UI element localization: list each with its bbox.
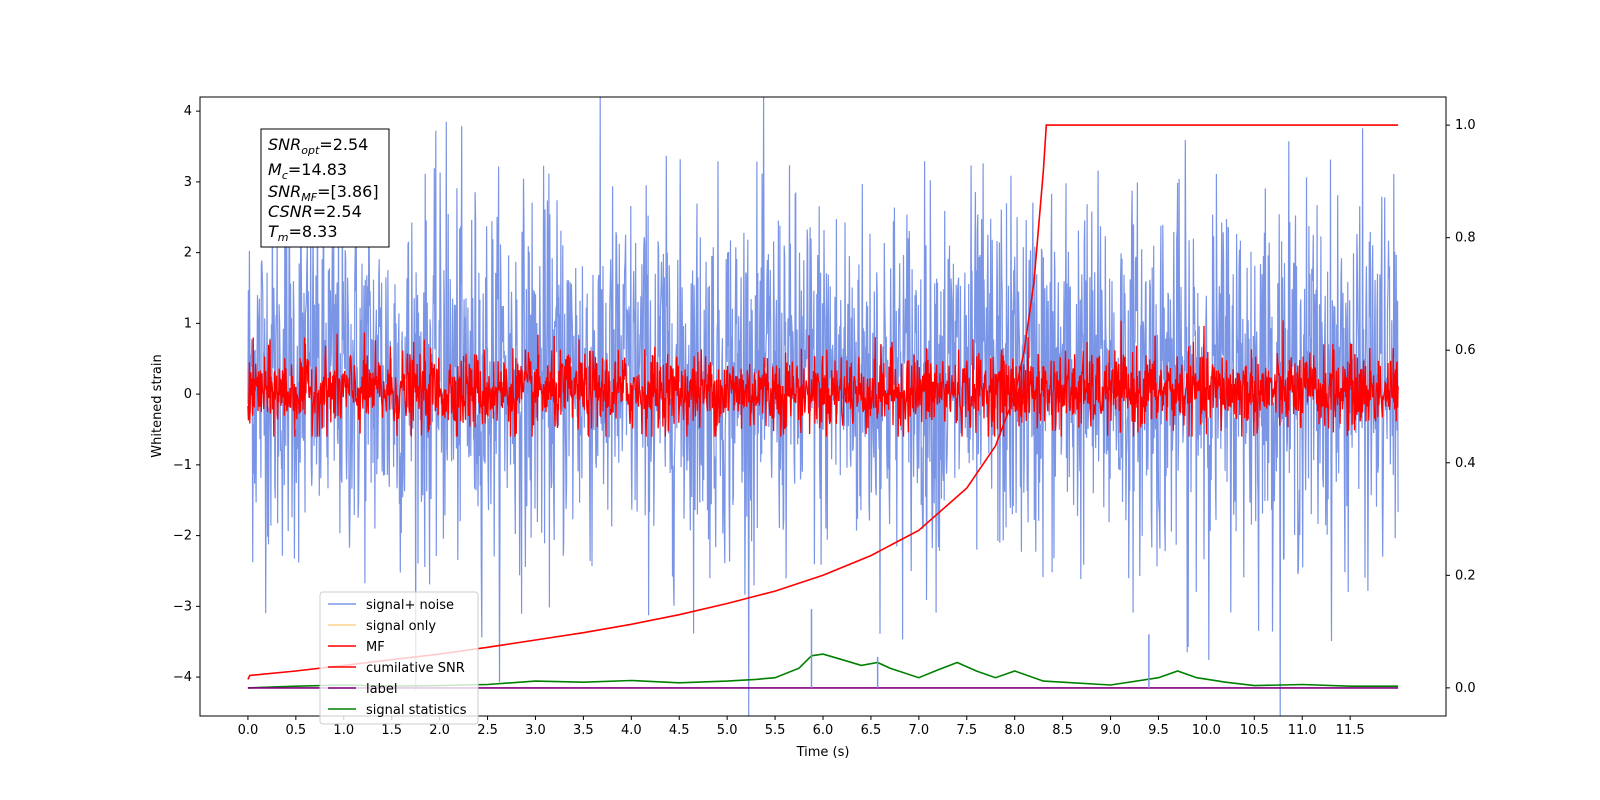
legend-label-signal-noise: signal+ noise (366, 598, 454, 613)
x-tick-label: 11.0 (1288, 723, 1317, 738)
x-tick-label: 8.0 (1004, 723, 1025, 738)
y2-tick-label: 0.2 (1455, 568, 1476, 583)
x-tick-label: 4.0 (621, 723, 642, 738)
y-axis-title: Whitened strain (150, 354, 165, 457)
y2-tick-label: 0.4 (1455, 456, 1476, 471)
y2-tick-label: 1.0 (1455, 118, 1476, 133)
x-tick-label: 5.5 (765, 723, 786, 738)
x-tick-label: 3.5 (573, 723, 594, 738)
y2-tick-label: 0.8 (1455, 231, 1476, 246)
y2-tick-label: 0.0 (1455, 681, 1476, 696)
x-axis-ticks: 0.0 0.5 1.0 1.5 2.0 2.5 3.0 3.5 4.0 4.5 5.0 5.5 6.0 6… (238, 716, 1365, 738)
x-tick-label: 3.0 (525, 723, 546, 738)
legend-label-mf: MF (366, 640, 385, 655)
x-tick-label: 6.0 (813, 723, 834, 738)
x-tick-label: 9.5 (1148, 723, 1169, 738)
x-tick-label: 1.0 (333, 723, 354, 738)
legend-frame (319, 591, 479, 725)
x-tick-label: 6.5 (861, 723, 882, 738)
x-tick-label: 1.5 (381, 723, 402, 738)
legend-label-signal-statistics: signal statistics (366, 703, 467, 718)
y-tick-label: −1 (173, 458, 192, 473)
y-tick-label: 0 (184, 387, 192, 402)
y-tick-label: 4 (184, 104, 192, 119)
x-tick-label: 0.5 (286, 723, 307, 738)
y-tick-label: −4 (173, 670, 192, 685)
mf-line (247, 320, 1399, 437)
mf-series (247, 320, 1399, 437)
x-tick-label: 2.0 (429, 723, 450, 738)
x-tick-label: 7.5 (956, 723, 977, 738)
x-tick-label: 11.5 (1336, 723, 1365, 738)
x-axis-title: Time (s) (796, 745, 850, 760)
y-tick-label: 2 (184, 246, 192, 261)
y2-axis-ticks: 1.0 0.8 0.6 0.4 0.2 0.0 (1446, 118, 1476, 696)
x-tick-label: 4.5 (669, 723, 690, 738)
y2-tick-label: 0.6 (1455, 343, 1476, 358)
info-box: SNRopt=2.54 Mc=14.83 SNRMF=[3.86] CSNR=2… (260, 128, 390, 248)
x-tick-label: 0.0 (238, 723, 259, 738)
info-snr-mf: SNRMF=[3.86] (268, 182, 379, 204)
y-tick-label: −3 (173, 599, 192, 614)
x-tick-label: 7.0 (909, 723, 930, 738)
info-snr-opt: SNRopt=2.54 (268, 135, 368, 157)
y-axis-ticks: 4 3 2 1 0 −1 −2 −3 −4 (173, 104, 200, 685)
y-tick-label: −2 (173, 529, 192, 544)
x-tick-label: 10.0 (1192, 723, 1221, 738)
x-tick-label: 2.5 (477, 723, 498, 738)
x-tick-label: 8.5 (1052, 723, 1073, 738)
legend-label-label: label (366, 682, 397, 697)
info-csnr: CSNR=2.54 (268, 202, 362, 221)
x-tick-label: 5.0 (717, 723, 738, 738)
x-tick-label: 9.0 (1100, 723, 1121, 738)
legend-label-cumulative-snr: cumilative SNR (366, 661, 465, 676)
info-tm: Tm=8.33 (268, 222, 338, 244)
legend-label-signal-only: signal only (366, 619, 436, 634)
legend: signal+ noise signal only MF cumilative … (319, 591, 479, 725)
y-tick-label: 1 (184, 316, 192, 331)
x-tick-label: 10.5 (1240, 723, 1269, 738)
info-mc: Mc=14.83 (268, 160, 347, 182)
y-tick-label: 3 (184, 175, 192, 190)
info-box-frame (260, 128, 390, 248)
